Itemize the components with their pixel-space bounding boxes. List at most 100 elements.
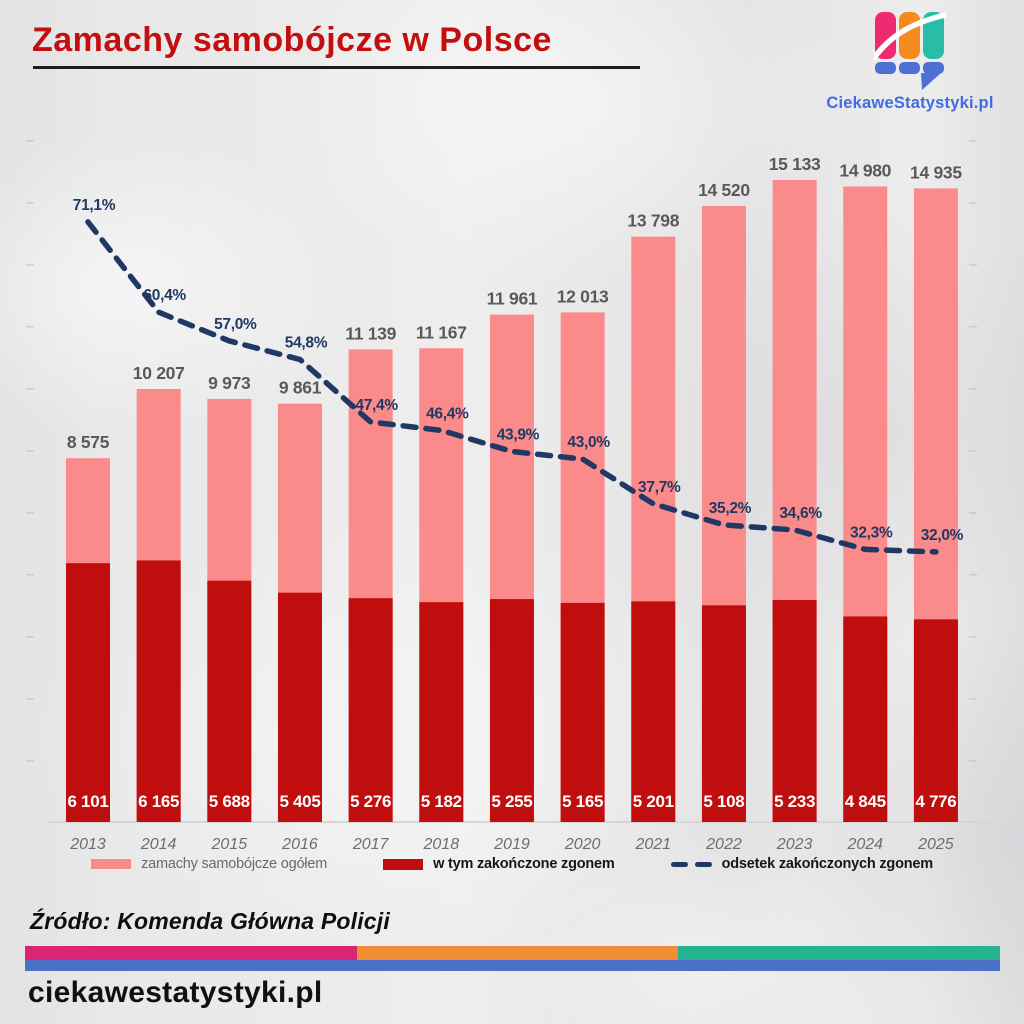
stripe-segment-blue <box>25 960 1000 971</box>
label-percent-2013: 71,1% <box>73 197 116 214</box>
bar-deaths-2013 <box>66 563 110 822</box>
axis-year-2017: 2017 <box>352 836 390 853</box>
axis-tick <box>26 760 34 762</box>
bar-deaths-2025 <box>913 619 958 822</box>
label-total-2021: 13 798 <box>627 211 679 231</box>
header: Zamachy samobójcze w Polsce CiekaweStaty… <box>0 0 1024 120</box>
axis-tick <box>969 202 977 204</box>
axis-year-2016: 2016 <box>281 836 318 853</box>
label-percent-2014: 60,4% <box>143 287 186 304</box>
label-percent-2018: 46,4% <box>426 405 469 422</box>
chart-legend: zamachy samobójcze ogółem w tym zakończo… <box>0 856 1024 872</box>
label-deaths-2020: 5 165 <box>562 792 603 811</box>
label-total-2015: 9 973 <box>208 373 251 393</box>
legend-dash-marker <box>670 861 712 867</box>
label-total-2013: 8 575 <box>67 432 110 452</box>
brand-logo-icon <box>874 12 946 90</box>
chart-area: 8 575 6 101 71,1% 2013 10 207 6 165 60,4% 2014 9… <box>0 120 1024 860</box>
axis-year-2013: 2013 <box>69 836 106 853</box>
label-percent-2019: 43,9% <box>497 426 540 443</box>
logo-swoosh <box>874 12 946 61</box>
axis-year-2022: 2022 <box>705 836 742 853</box>
axis-tick <box>26 512 34 514</box>
label-deaths-2025: 4 776 <box>915 792 956 811</box>
label-deaths-2018: 5 182 <box>421 792 462 811</box>
label-deaths-2014: 6 165 <box>138 792 179 811</box>
bar-deaths-2016 <box>277 592 322 822</box>
label-total-2014: 10 207 <box>133 363 185 383</box>
axis-tick <box>26 698 34 700</box>
bar-deaths-2015 <box>207 580 252 822</box>
stripe-segment-magenta <box>25 946 357 960</box>
bar-deaths-2020 <box>560 602 605 822</box>
axis-tick <box>969 512 977 514</box>
label-deaths-2023: 5 233 <box>774 792 815 811</box>
axis-tick <box>969 760 977 762</box>
legend-label-total: zamachy samobójcze ogółem <box>141 856 328 872</box>
legend-item-percent: odsetek zakończonych zgonem <box>670 856 933 872</box>
axis-tick <box>969 636 977 638</box>
label-deaths-2022: 5 108 <box>703 792 744 811</box>
label-percent-2020: 43,0% <box>567 434 610 451</box>
label-deaths-2013: 6 101 <box>67 792 108 811</box>
axis-year-2025: 2025 <box>917 836 954 853</box>
axis-tick <box>26 450 34 452</box>
bar-deaths-2014 <box>136 560 181 822</box>
bar-deaths-2017 <box>348 598 393 822</box>
label-deaths-2017: 5 276 <box>350 792 391 811</box>
axis-tick <box>26 264 34 266</box>
axis-year-2020: 2020 <box>564 836 601 853</box>
label-percent-2021: 37,7% <box>638 479 681 496</box>
label-total-2022: 14 520 <box>698 180 750 200</box>
label-total-2020: 12 013 <box>557 286 609 306</box>
footer-stripe <box>25 946 1000 971</box>
label-deaths-2019: 5 255 <box>491 792 532 811</box>
brand: CiekaweStatystyki.pl <box>822 10 998 113</box>
label-total-2025: 14 935 <box>910 162 962 182</box>
axis-year-2014: 2014 <box>140 836 177 853</box>
chart: 8 575 6 101 71,1% 2013 10 207 6 165 60,4% 2014 9… <box>26 140 992 853</box>
label-total-2016: 9 861 <box>279 378 322 398</box>
label-percent-2016: 54,8% <box>285 334 328 351</box>
bar-deaths-2022 <box>701 605 746 822</box>
bar-deaths-2019 <box>489 599 534 822</box>
label-percent-2017: 47,4% <box>355 397 398 414</box>
label-deaths-2015: 5 688 <box>209 792 250 811</box>
axis-tick <box>26 140 34 142</box>
label-total-2023: 15 133 <box>769 154 821 174</box>
label-percent-2025: 32,0% <box>921 527 964 544</box>
axis-tick <box>969 388 977 390</box>
legend-item-total: zamachy samobójcze ogółem <box>91 856 327 872</box>
legend-swatch-total <box>91 859 132 869</box>
axis-tick <box>969 326 977 328</box>
title-underline <box>33 66 640 69</box>
footer-stripe-top <box>25 946 1000 960</box>
page-title: Zamachy samobójcze w Polsce <box>32 21 552 59</box>
axis-tick <box>969 264 977 266</box>
label-percent-2024: 32,3% <box>850 524 893 541</box>
axis-tick <box>969 450 977 452</box>
axis-year-2024: 2024 <box>846 836 883 853</box>
axis-tick <box>26 388 34 390</box>
bar-deaths-2021 <box>631 601 676 822</box>
label-total-2018: 11 167 <box>416 322 467 342</box>
brand-name: CiekaweStatystyki.pl <box>826 94 994 112</box>
label-percent-2022: 35,2% <box>709 500 752 517</box>
axis-tick <box>26 574 34 576</box>
axis-year-2021: 2021 <box>634 836 671 853</box>
axis-year-2018: 2018 <box>423 836 460 853</box>
bar-deaths-2023 <box>772 599 817 822</box>
axis-year-2015: 2015 <box>211 836 248 853</box>
percent-line <box>85 219 939 555</box>
site-name: ciekawestatystyki.pl <box>28 976 323 1009</box>
axis-tick <box>26 636 34 638</box>
axis-tick <box>26 202 34 204</box>
stripe-segment-orange <box>356 946 679 960</box>
axis-year-2019: 2019 <box>493 836 530 853</box>
axis-tick <box>969 140 977 142</box>
legend-swatch-deaths <box>383 858 424 870</box>
stripe-segment-teal <box>678 946 1000 960</box>
label-deaths-2021: 5 201 <box>633 792 674 811</box>
label-total-2019: 11 961 <box>487 289 538 309</box>
